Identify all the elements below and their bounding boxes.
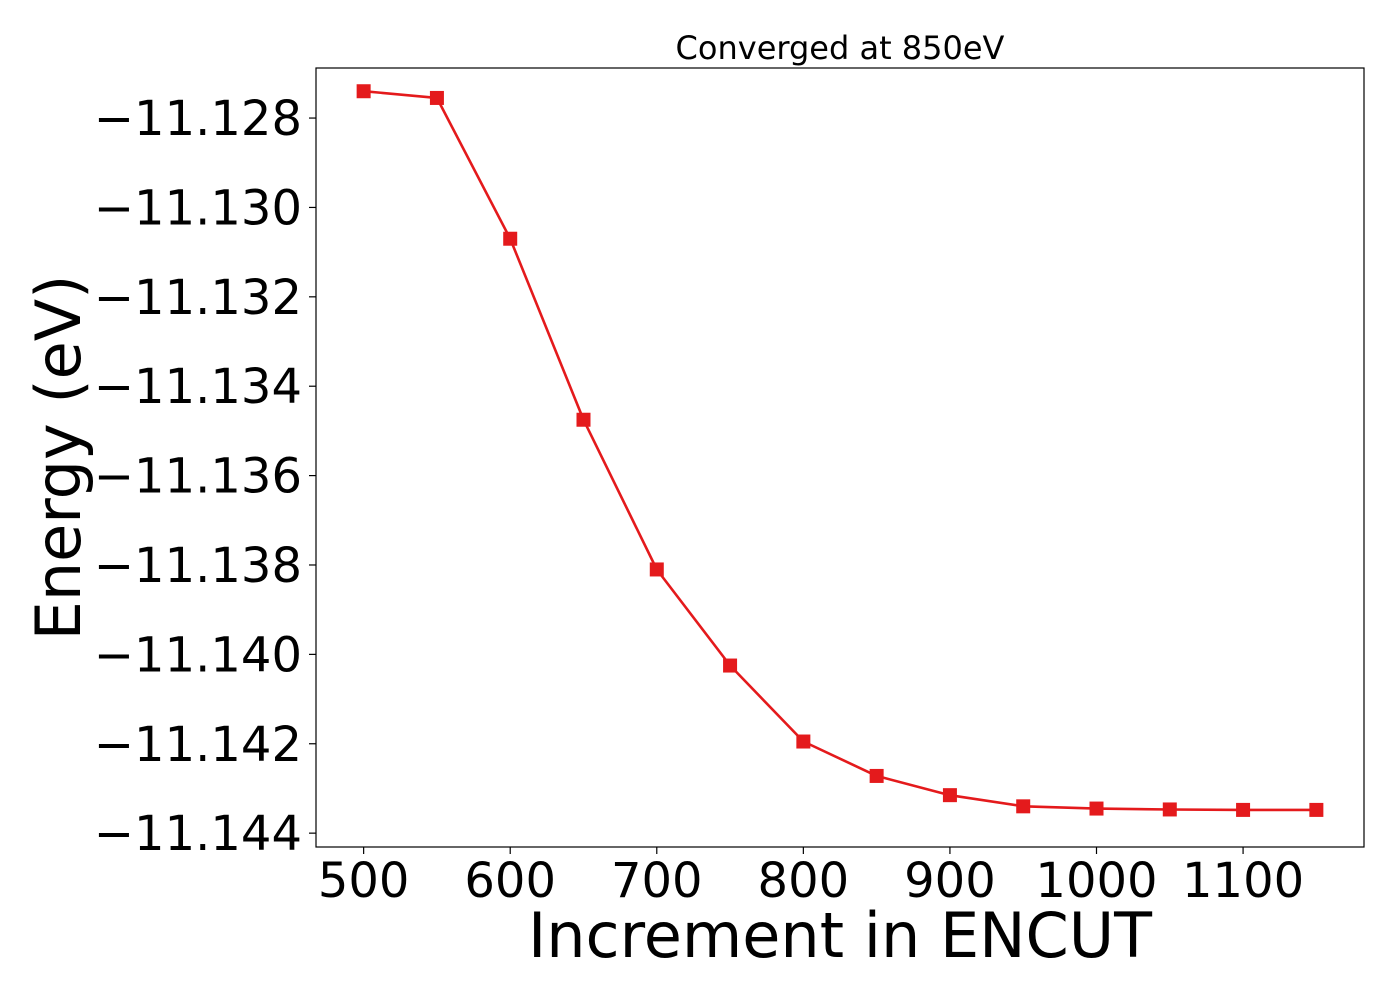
x-tick-label: 800 (758, 853, 850, 909)
data-point-marker (1236, 802, 1251, 817)
y-tick-label: −11.130 (94, 180, 302, 236)
x-axis-ticks: 500 600 700 800 900 1000 1100 (318, 847, 1304, 909)
y-tick-label: −11.142 (94, 717, 302, 773)
series-layer (356, 84, 1324, 817)
y-tick-label: −11.136 (94, 449, 302, 505)
chart-title: Converged at 850eV (676, 29, 1005, 67)
y-tick-label: −11.132 (94, 270, 302, 326)
data-point-marker (869, 768, 884, 783)
data-point-marker (1162, 802, 1177, 817)
x-axis-label: Increment in ENCUT (528, 899, 1153, 972)
y-tick-label: −11.134 (94, 359, 302, 415)
x-tick-label: 1000 (1035, 853, 1157, 909)
x-tick-label: 700 (611, 853, 703, 909)
x-tick-label: 600 (464, 853, 556, 909)
data-point-marker (429, 90, 444, 105)
x-tick-label: 900 (904, 853, 996, 909)
plot-area-frame (315, 67, 1365, 848)
data-point-marker (942, 788, 957, 803)
x-tick-label: 1100 (1182, 853, 1304, 909)
data-point-marker (723, 658, 738, 673)
y-tick-label: −11.128 (94, 91, 302, 147)
y-tick-label: −11.140 (94, 627, 302, 683)
data-point-marker (1309, 802, 1324, 817)
series-line (363, 89, 1317, 812)
data-point-marker (503, 231, 518, 246)
data-point-marker (649, 562, 664, 577)
data-point-marker (576, 412, 591, 427)
y-axis-label: Energy (eV) (22, 275, 95, 641)
data-point-marker (1016, 799, 1031, 814)
x-tick-label: 500 (318, 853, 410, 909)
y-tick-label: −11.144 (94, 806, 302, 862)
data-point-marker (356, 84, 371, 99)
data-point-marker (1089, 801, 1104, 816)
y-axis-ticks: −11.144 −11.142 −11.140 −11.138 −11.136 −11.1… (94, 91, 316, 862)
y-tick-label: −11.138 (94, 538, 302, 594)
data-point-marker (796, 734, 811, 749)
